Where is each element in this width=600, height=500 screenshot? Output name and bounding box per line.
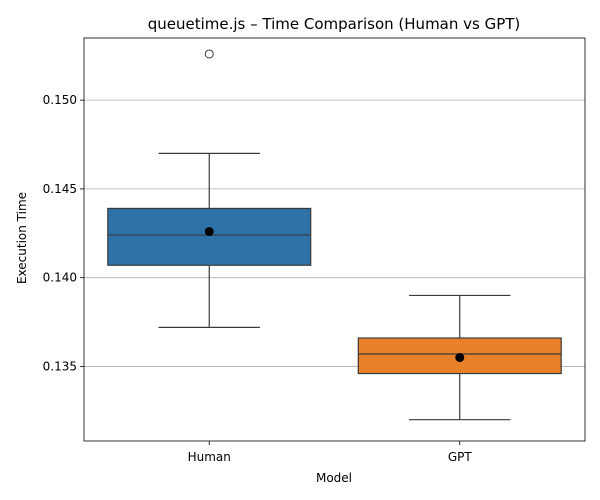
y-tick-label: 0.150: [43, 93, 77, 107]
y-tick-label: 0.135: [43, 359, 77, 373]
box-gpt: [357, 294, 562, 421]
y-tick-label: 0.140: [43, 271, 77, 285]
mean-marker: [455, 353, 465, 363]
x-axis-label: Model: [316, 471, 352, 485]
plot-frame: [83, 37, 586, 442]
outlier-point: [204, 49, 214, 59]
x-tick-label: GPT: [448, 450, 473, 464]
y-tick-label: 0.145: [43, 182, 77, 196]
y-axis-ticks: 0.135 0.140 0.145 0.150: [43, 93, 84, 373]
boxes: [107, 49, 562, 421]
mean-marker: [204, 227, 214, 237]
chart-title: queuetime.js – Time Comparison (Human vs…: [148, 15, 521, 33]
y-axis-label: Execution Time: [15, 192, 29, 284]
x-axis-ticks: Human GPT: [188, 441, 473, 464]
x-tick-label: Human: [188, 450, 231, 464]
iqr-box: [107, 207, 312, 266]
box-human: [107, 49, 312, 328]
